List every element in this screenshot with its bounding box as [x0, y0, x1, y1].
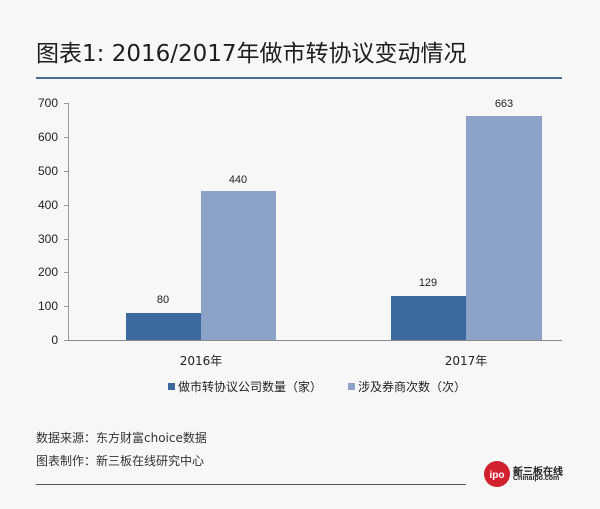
chinaipo-logo-icon: China ipo [484, 457, 510, 487]
bar-2017-brokers [466, 116, 542, 340]
logo-url: Chinaipo.com [513, 475, 560, 482]
logo-badge-small: China [490, 457, 504, 463]
y-tick-100: 100 [37, 299, 58, 313]
y-tick-0: 0 [51, 333, 58, 347]
y-axis [68, 103, 69, 340]
legend-swatch-dark [168, 383, 175, 390]
value-label: 440 [228, 174, 248, 186]
y-tickmark [64, 103, 69, 104]
x-axis [68, 340, 562, 341]
y-tickmark [64, 272, 69, 273]
data-source: 数据来源：东方财富choice数据 [36, 431, 207, 445]
value-label: 663 [494, 98, 514, 110]
footer-divider [36, 484, 466, 485]
legend-swatch-light [348, 383, 356, 390]
y-tickmark [64, 239, 69, 240]
bar-2016-companies [126, 313, 201, 340]
y-tickmark [64, 306, 69, 307]
logo-name: 新三板在线 [513, 467, 563, 478]
y-tick-400: 400 [37, 198, 58, 212]
logo-badge: ipo [489, 470, 505, 481]
value-label: 129 [418, 277, 438, 289]
legend-label: 做市转协议公司数量（家） [178, 380, 323, 394]
x-label-2017: 2017年 [444, 354, 488, 368]
legend: 做市转协议公司数量（家） 涉及券商次数（次） [168, 378, 466, 395]
bar-2017-companies [391, 296, 466, 340]
chart-title: 图表1: 2016/2017年做市转协议变动情况 [36, 41, 467, 67]
legend-item-companies: 做市转协议公司数量（家） [168, 378, 322, 395]
y-tick-700: 700 [37, 96, 58, 110]
y-tickmark [64, 137, 69, 138]
y-tick-600: 600 [37, 130, 58, 144]
chart-maker: 图表制作：新三板在线研究中心 [36, 454, 205, 468]
title-divider [36, 77, 562, 79]
y-tick-500: 500 [37, 164, 58, 178]
y-tickmark [64, 171, 69, 172]
bar-2016-brokers [201, 191, 276, 340]
legend-item-brokers: 涉及券商次数（次） [348, 378, 466, 395]
y-tickmark [64, 340, 69, 341]
y-tickmark [64, 205, 69, 206]
y-tick-200: 200 [37, 265, 58, 279]
value-label: 80 [156, 294, 170, 306]
legend-label: 涉及券商次数（次） [358, 380, 467, 394]
y-tick-300: 300 [37, 232, 58, 246]
x-label-2016: 2016年 [179, 354, 223, 368]
